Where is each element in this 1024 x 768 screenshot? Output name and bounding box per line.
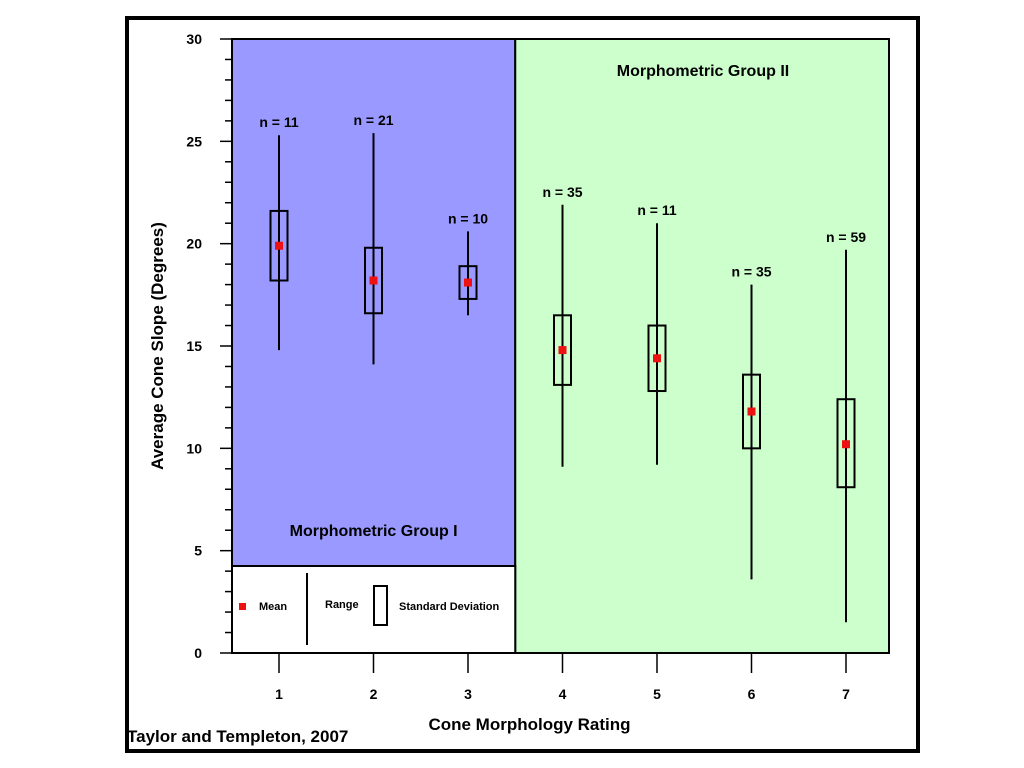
y-tick-label: 0: [194, 645, 202, 661]
y-tick-label: 30: [186, 31, 202, 47]
n-label: n = 59: [826, 229, 866, 245]
mean-marker: [558, 346, 567, 355]
x-tick-label: 5: [653, 686, 661, 702]
n-label: n = 35: [542, 184, 582, 200]
box-6: n = 35: [731, 264, 772, 580]
mean-marker: [747, 407, 756, 416]
mean-marker: [464, 278, 472, 287]
n-label: n = 35: [731, 264, 771, 280]
x-tick-label: 3: [464, 686, 472, 702]
sd-box: [458, 265, 478, 300]
mean-marker: [842, 440, 850, 449]
n-label: n = 11: [259, 114, 299, 130]
x-tick-label: 4: [559, 686, 567, 702]
n-label: n = 21: [353, 112, 393, 128]
mean-marker: [653, 354, 661, 363]
box-marks: n = 11 n = 21 n = 10 n = 35 n = 11 n = 35 n = …: [259, 112, 866, 623]
legend-sd-box: [373, 585, 388, 626]
legend-range-label: Range: [325, 599, 359, 611]
mean-marker: [369, 276, 378, 285]
box-5: n = 11: [637, 202, 677, 465]
box-7: n = 59: [826, 229, 866, 623]
axes: 0 5 10 15 20 25 30 1 2 3 4 5 6 7: [186, 31, 889, 702]
box-1: n = 11: [259, 114, 299, 351]
x-tick-label: 6: [748, 686, 756, 702]
sd-box: [647, 324, 667, 393]
y-axis-label: Average Cone Slope (Degrees): [148, 222, 167, 470]
legend-mean-label: Mean: [259, 601, 287, 613]
box-3: n = 10: [448, 210, 488, 316]
sd-box: [742, 373, 761, 450]
x-tick-label: 2: [370, 686, 378, 702]
legend-mean-marker: [239, 603, 246, 610]
y-tick-label: 5: [194, 543, 202, 559]
y-tick-label: 25: [186, 133, 202, 149]
y-tick-label: 10: [186, 440, 202, 456]
n-label: n = 10: [448, 210, 488, 226]
y-tick-label: 20: [186, 236, 202, 252]
citation: Taylor and Templeton, 2007: [127, 727, 349, 746]
y-tick-label: 15: [186, 338, 202, 354]
figure-frame: [125, 16, 920, 753]
sd-box: [836, 398, 856, 489]
legend-sd-label: Standard Deviation: [399, 601, 500, 613]
sd-box: [269, 209, 289, 282]
n-label: n = 11: [637, 202, 677, 218]
mean-marker: [275, 241, 283, 250]
box-2: n = 21: [353, 112, 394, 365]
sd-box: [553, 314, 572, 386]
group-1-label: Morphometric Group I: [290, 523, 458, 540]
x-tick-label: 7: [842, 686, 850, 702]
x-axis-label: Cone Morphology Rating: [428, 715, 630, 734]
legend: Mean Range Standard Deviation: [231, 565, 517, 654]
sd-box: [364, 246, 383, 315]
group-2-background: [514, 38, 890, 654]
box-4: n = 35: [542, 184, 583, 467]
x-tick-label: 1: [275, 686, 283, 702]
group-2-label: Morphometric Group II: [617, 63, 789, 80]
